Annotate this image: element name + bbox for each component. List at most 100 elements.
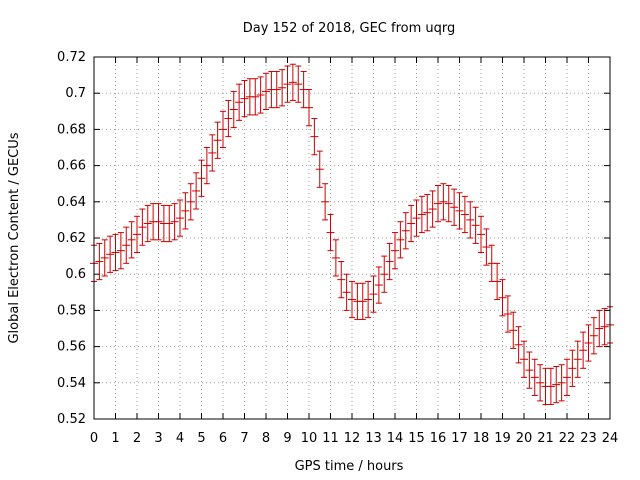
data-point [358, 282, 367, 320]
data-point [369, 275, 378, 313]
data-point [149, 203, 158, 241]
data-point [245, 78, 254, 116]
data-point [186, 183, 195, 221]
x-axis-title: GPS time / hours [295, 459, 404, 474]
data-point [482, 228, 491, 266]
data-point [573, 340, 582, 378]
data-point [514, 326, 523, 364]
grid [94, 57, 610, 419]
data-point [181, 192, 190, 230]
x-tick-label: 16 [430, 431, 447, 446]
y-tick-label: 0.7 [65, 86, 86, 101]
data-point [272, 70, 281, 109]
data-point [154, 203, 163, 241]
x-tick-label: 12 [344, 431, 361, 446]
data-point [133, 215, 141, 253]
data-point [396, 221, 405, 259]
x-tick-label: 6 [219, 431, 227, 446]
data-point [530, 358, 539, 396]
data-point [503, 295, 512, 333]
x-tick-label: 3 [154, 431, 162, 446]
x-tick-label: 15 [408, 431, 425, 446]
data-point [321, 183, 330, 221]
y-tick-label: 0.6 [65, 267, 86, 282]
data-point [348, 280, 356, 319]
data-point [471, 206, 480, 244]
data-point [100, 239, 109, 277]
data-point [450, 188, 459, 226]
x-tick-label: 5 [197, 431, 205, 446]
data-point [417, 195, 426, 234]
data-point [374, 266, 383, 304]
data-point [552, 366, 561, 404]
data-point [192, 172, 201, 210]
data-point [455, 192, 464, 230]
x-tick-label: 17 [451, 431, 468, 446]
chart-title: Day 152 of 2018, GEC from uqrg [243, 21, 456, 36]
data-point [412, 199, 421, 237]
x-tick-label: 20 [516, 431, 533, 446]
data-point [536, 364, 545, 402]
data-point [251, 78, 260, 116]
x-tick-label: 21 [537, 431, 554, 446]
y-tick-label: 0.52 [57, 412, 86, 427]
data-point [202, 147, 211, 185]
data-point [288, 63, 297, 101]
y-tick-label: 0.54 [57, 376, 86, 391]
data-point [326, 213, 335, 252]
data-point [331, 239, 340, 277]
data-point [439, 183, 448, 221]
y-tick-label: 0.58 [57, 303, 86, 318]
data-point [460, 195, 469, 234]
y-tick-label: 0.68 [57, 122, 86, 137]
data-point [444, 185, 453, 223]
data-point [197, 159, 206, 197]
y-axis: 0.52 0.54 0.56 0.58 0.6 0.62 0.64 0.66 0.68 0.7 0.… [57, 50, 610, 427]
x-tick-label: 19 [494, 431, 511, 446]
x-tick-label: 13 [365, 431, 382, 446]
x-tick-label: 0 [90, 431, 98, 446]
data-point [498, 279, 507, 317]
y-tick-label: 0.72 [57, 50, 86, 65]
x-tick-label: 22 [559, 431, 576, 446]
data-series [90, 63, 614, 406]
data-point [106, 235, 115, 273]
data-point [116, 232, 125, 270]
y-tick-label: 0.64 [57, 195, 86, 210]
x-tick-label: 23 [580, 431, 597, 446]
data-point [563, 358, 571, 396]
data-point [342, 273, 351, 311]
x-tick-label: 24 [602, 431, 619, 446]
data-point [213, 121, 222, 159]
data-point [477, 215, 485, 253]
data-point [305, 89, 313, 127]
x-tick-label: 4 [176, 431, 184, 446]
data-point [310, 118, 319, 156]
x-tick-label: 10 [301, 431, 318, 446]
y-axis-title: Global Electron Content / GECUs [7, 132, 22, 343]
data-point [584, 324, 593, 362]
data-point [385, 242, 394, 281]
data-point [122, 226, 131, 264]
data-point [525, 351, 534, 389]
data-point [434, 185, 442, 223]
data-point [256, 76, 265, 114]
data-point [595, 309, 604, 348]
data-point [600, 308, 609, 346]
data-point [262, 72, 270, 110]
data-point [224, 99, 233, 138]
data-point [509, 311, 518, 349]
data-point [493, 262, 502, 301]
y-tick-label: 0.56 [57, 340, 86, 355]
data-point [337, 261, 346, 299]
data-point [294, 65, 303, 103]
data-point [283, 65, 292, 103]
y-tick-label: 0.66 [57, 159, 86, 174]
x-tick-label: 11 [322, 431, 339, 446]
plot-frame [93, 56, 611, 420]
data-point [235, 83, 244, 121]
data-point [165, 204, 174, 243]
data-point [127, 221, 136, 259]
data-point [428, 190, 437, 228]
data-point [568, 349, 577, 387]
